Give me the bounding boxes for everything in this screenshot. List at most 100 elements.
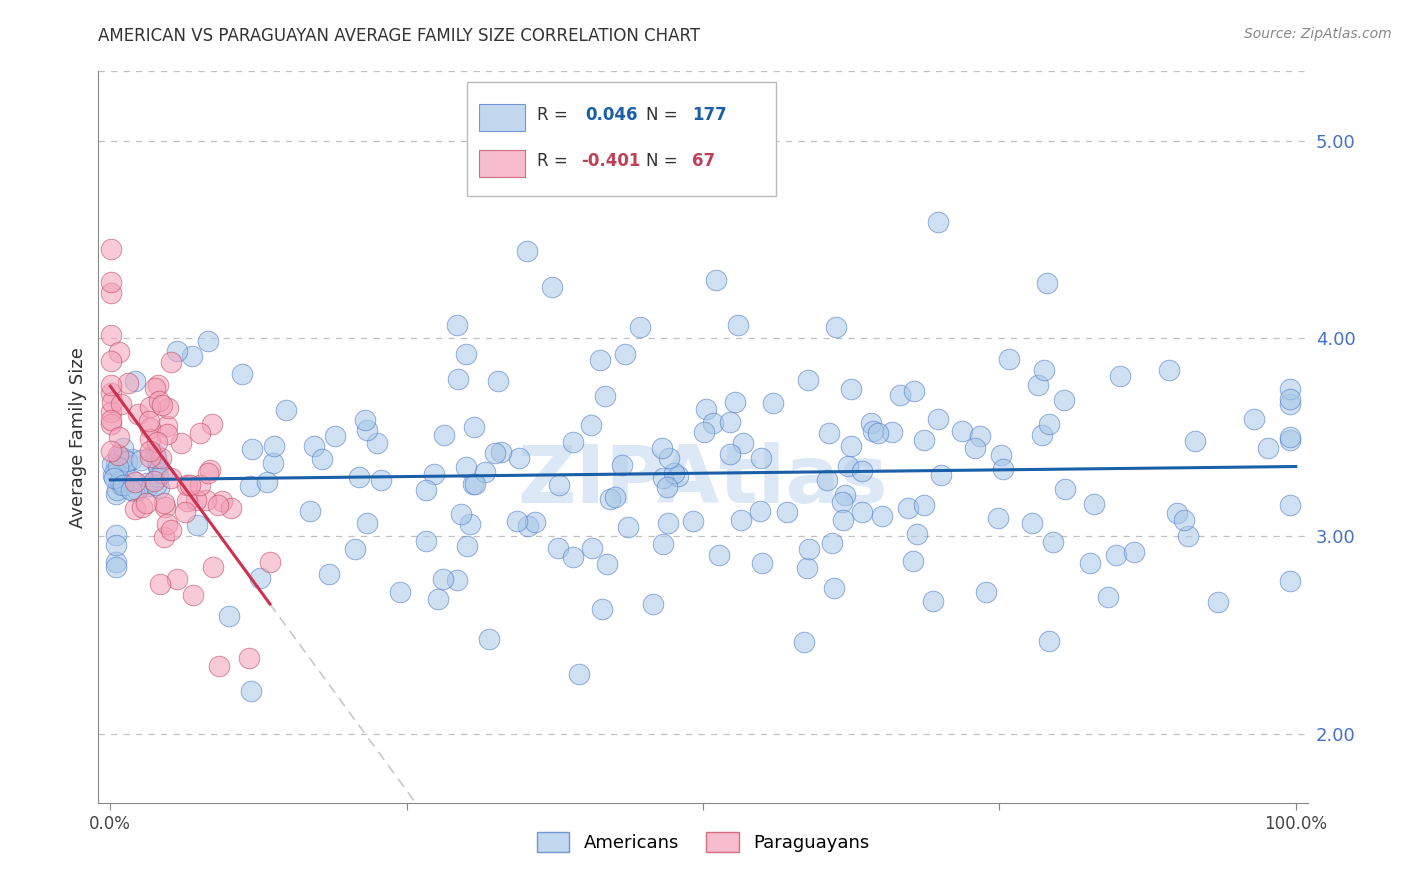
Point xyxy=(903,384,925,398)
Point xyxy=(107,449,129,463)
Point xyxy=(166,344,188,359)
Point xyxy=(354,413,377,427)
Point xyxy=(100,328,122,343)
Point xyxy=(120,483,142,498)
Point xyxy=(1278,430,1301,444)
Point xyxy=(166,573,188,587)
Point xyxy=(929,468,952,483)
Point xyxy=(991,461,1014,475)
Point xyxy=(262,456,284,470)
Point xyxy=(176,478,198,492)
Point xyxy=(135,496,157,510)
Point xyxy=(105,560,128,574)
Point xyxy=(159,470,181,484)
Point xyxy=(1026,377,1049,392)
Point xyxy=(1184,434,1206,448)
Point xyxy=(568,667,591,681)
Point xyxy=(231,367,253,381)
Point xyxy=(201,417,224,432)
Point xyxy=(356,423,378,437)
Point xyxy=(100,457,122,471)
Point xyxy=(464,476,486,491)
Point xyxy=(491,444,513,458)
Point xyxy=(176,494,198,508)
Point xyxy=(156,401,179,415)
Point xyxy=(749,451,772,466)
Point xyxy=(974,584,997,599)
Point xyxy=(344,541,367,556)
Point xyxy=(1257,441,1279,455)
Point xyxy=(1278,382,1301,396)
Point xyxy=(433,428,456,442)
Point xyxy=(105,528,128,542)
Point xyxy=(100,417,122,431)
Point xyxy=(100,242,122,256)
Text: N =: N = xyxy=(647,153,678,170)
Point xyxy=(100,275,122,289)
Point xyxy=(695,402,717,417)
Point xyxy=(463,420,485,434)
Point xyxy=(727,318,749,333)
Point xyxy=(181,588,204,602)
Point xyxy=(370,473,392,487)
Point xyxy=(274,403,297,417)
Point xyxy=(105,483,128,497)
Point xyxy=(516,244,538,258)
Point xyxy=(859,416,882,430)
Point xyxy=(114,463,136,477)
Point xyxy=(1053,392,1076,407)
Point xyxy=(591,601,613,615)
Point xyxy=(136,479,159,493)
Point xyxy=(198,463,221,477)
Point xyxy=(821,535,844,549)
Point xyxy=(186,518,208,533)
Point xyxy=(389,585,412,599)
Point xyxy=(143,381,166,395)
Point xyxy=(145,478,167,492)
Point xyxy=(837,458,859,473)
Point xyxy=(139,421,162,435)
Point xyxy=(304,439,326,453)
Point xyxy=(146,378,169,392)
Point xyxy=(603,490,626,504)
Point xyxy=(108,430,131,444)
Point xyxy=(508,451,530,466)
Point xyxy=(127,407,149,421)
Point xyxy=(1032,363,1054,377)
Point xyxy=(1031,428,1053,442)
Point xyxy=(702,416,724,430)
Point xyxy=(880,425,903,440)
Point xyxy=(318,567,340,582)
Point xyxy=(139,450,162,465)
Point xyxy=(149,450,172,465)
Point xyxy=(152,496,174,510)
Point xyxy=(751,557,773,571)
Point xyxy=(477,632,499,646)
Point xyxy=(839,439,862,453)
Point xyxy=(240,442,263,456)
Point xyxy=(724,394,747,409)
Point xyxy=(950,424,973,438)
Point xyxy=(110,397,132,411)
Point xyxy=(657,516,679,530)
Point xyxy=(834,488,856,502)
Point xyxy=(112,442,135,456)
Point xyxy=(117,376,139,390)
Point xyxy=(796,560,818,574)
Point xyxy=(298,504,321,518)
Point xyxy=(259,555,281,569)
Point xyxy=(105,537,128,551)
Point xyxy=(111,451,134,466)
Point xyxy=(121,474,143,488)
Point xyxy=(148,481,170,495)
Point xyxy=(138,432,160,446)
Point xyxy=(124,374,146,388)
Point xyxy=(484,446,506,460)
Point xyxy=(143,447,166,461)
Point xyxy=(100,413,122,427)
Point xyxy=(1021,516,1043,530)
Point xyxy=(456,347,478,361)
Point xyxy=(239,478,262,492)
Point xyxy=(146,469,169,483)
Point xyxy=(652,471,675,485)
